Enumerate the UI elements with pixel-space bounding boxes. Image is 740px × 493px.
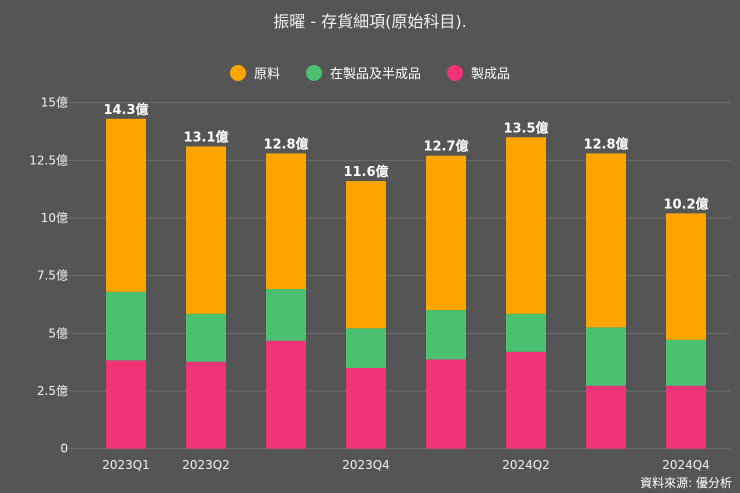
bar-segment (506, 137, 546, 314)
bar-segment (346, 328, 386, 368)
bar-segment (186, 361, 226, 449)
bar-segment (426, 155, 466, 311)
legend-marker (447, 64, 463, 81)
x-tick-label: 2023Q1 (102, 458, 150, 472)
legend-item[interactable]: 原料 (229, 63, 280, 82)
x-tick-label: 2024Q2 (502, 458, 550, 472)
bar-segment (106, 291, 146, 361)
y-tick-label: 5億 (48, 326, 68, 340)
x-tick-label: 2023Q4 (342, 458, 390, 472)
bar-segment (346, 181, 386, 329)
bar-segment (586, 385, 626, 449)
bar-segment (266, 340, 306, 449)
total-label: 12.7億 (423, 139, 468, 155)
bar-segment (506, 313, 546, 352)
source-note: 資料來源: 優分析 (640, 476, 732, 490)
legend-label: 原料 (253, 67, 280, 82)
total-label: 13.5億 (503, 120, 548, 136)
total-label: 13.1億 (183, 129, 228, 145)
total-label: 12.8億 (263, 136, 308, 152)
bar-segment (106, 118, 146, 292)
total-label: 10.2億 (663, 196, 708, 212)
legend-label: 製成品 (471, 67, 511, 82)
total-label: 12.8億 (583, 136, 628, 152)
y-tick-label: 7.5億 (37, 269, 68, 283)
legend-item[interactable]: 製成品 (447, 63, 510, 82)
bar-segment (666, 385, 706, 449)
total-label: 14.3億 (103, 102, 148, 118)
bar-segment (186, 313, 226, 362)
y-tick-label: 2.5億 (37, 384, 68, 398)
bar-segment (586, 327, 626, 386)
legend-label: 在製品及半成品 (329, 67, 421, 82)
bar-segment (186, 146, 226, 314)
total-label: 11.6億 (343, 164, 388, 180)
bar-segment (266, 289, 306, 341)
bar-segment (426, 359, 466, 449)
bar-segment (666, 339, 706, 386)
y-tick-label: 0 (60, 442, 68, 456)
x-tick-label: 2023Q2 (182, 458, 230, 472)
bar-segment (106, 360, 146, 449)
bar-segment (346, 367, 386, 449)
legend: 原料 在製品及半成品 製成品 (0, 63, 740, 82)
bar-segment (586, 153, 626, 328)
chart-title: 振曜 - 存貨細項(原始科目). (273, 12, 467, 31)
x-tick-label: 2024Q4 (662, 458, 710, 472)
legend-marker (305, 64, 322, 81)
y-tick-label: 15億 (41, 96, 68, 110)
legend-marker (229, 64, 246, 81)
bar-segment (666, 213, 706, 340)
bar-segment (506, 351, 546, 449)
bar-segment (426, 310, 466, 360)
bar-segment (266, 153, 306, 290)
legend-item[interactable]: 在製品及半成品 (305, 63, 421, 82)
y-tick-label: 12.5億 (29, 153, 68, 167)
y-tick-label: 10億 (41, 211, 68, 225)
